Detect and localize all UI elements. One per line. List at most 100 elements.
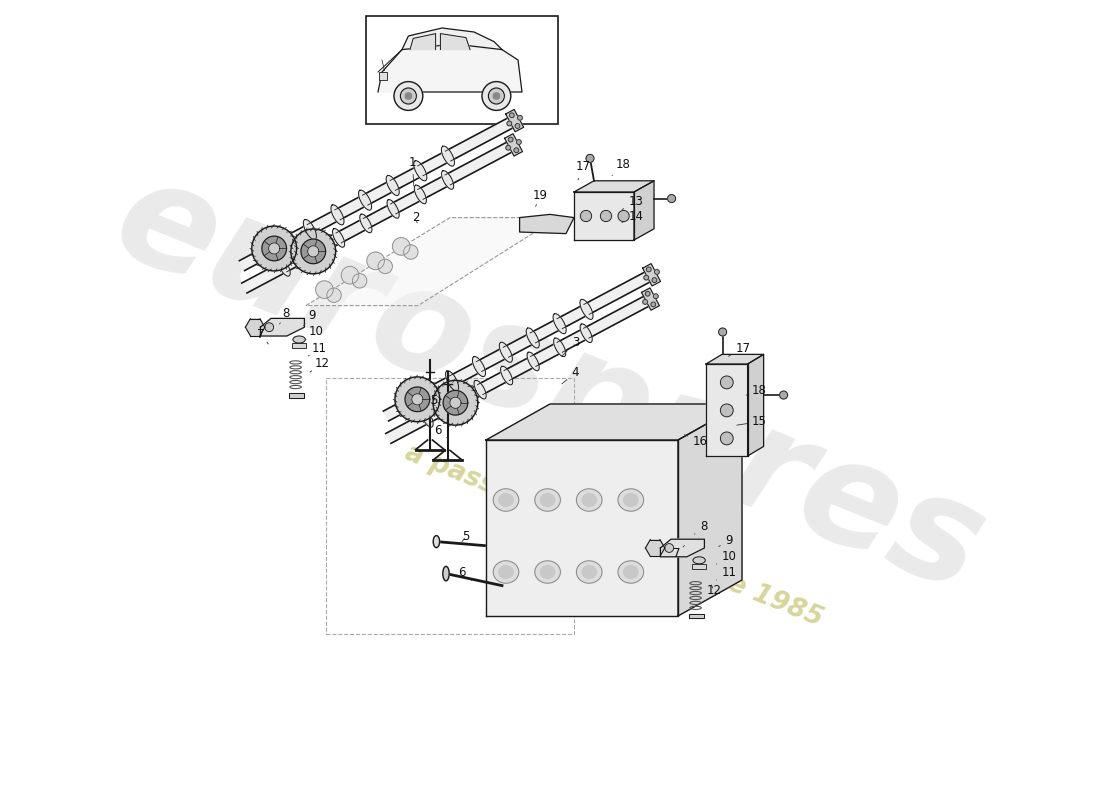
Ellipse shape	[433, 536, 440, 547]
Text: eurospares: eurospares	[96, 146, 1004, 622]
Polygon shape	[301, 239, 326, 264]
Bar	[288, 393, 304, 398]
Polygon shape	[472, 357, 485, 377]
Ellipse shape	[693, 557, 705, 564]
Polygon shape	[446, 371, 459, 391]
Polygon shape	[443, 390, 468, 415]
Circle shape	[514, 148, 519, 153]
Ellipse shape	[535, 561, 560, 583]
Circle shape	[366, 252, 384, 270]
Polygon shape	[276, 234, 289, 254]
Circle shape	[327, 288, 341, 302]
Ellipse shape	[540, 494, 554, 506]
Polygon shape	[706, 354, 763, 364]
Circle shape	[400, 88, 417, 104]
Circle shape	[316, 281, 333, 298]
Ellipse shape	[498, 494, 514, 506]
Text: 10: 10	[716, 550, 737, 564]
Polygon shape	[580, 299, 593, 319]
Text: 12: 12	[706, 584, 722, 597]
Circle shape	[720, 432, 734, 445]
Text: 18: 18	[612, 158, 631, 176]
Text: 8: 8	[694, 520, 707, 534]
Circle shape	[515, 123, 520, 128]
Text: 10: 10	[306, 325, 323, 340]
Circle shape	[644, 275, 649, 280]
Circle shape	[780, 391, 788, 399]
Polygon shape	[433, 380, 477, 425]
Text: 6: 6	[459, 566, 472, 581]
Text: 17: 17	[728, 342, 751, 356]
Polygon shape	[386, 296, 649, 443]
Polygon shape	[306, 218, 558, 306]
Bar	[293, 343, 306, 348]
Ellipse shape	[624, 566, 638, 578]
Text: 15: 15	[737, 415, 767, 428]
Circle shape	[404, 245, 418, 259]
Polygon shape	[245, 319, 265, 335]
Polygon shape	[268, 243, 279, 254]
Polygon shape	[402, 28, 502, 50]
Polygon shape	[706, 364, 748, 456]
Polygon shape	[553, 338, 565, 357]
Polygon shape	[421, 409, 433, 427]
Polygon shape	[331, 205, 344, 225]
Polygon shape	[506, 110, 524, 132]
Polygon shape	[242, 142, 512, 293]
Ellipse shape	[443, 566, 449, 581]
Bar	[692, 564, 706, 569]
Ellipse shape	[618, 489, 644, 511]
Circle shape	[654, 270, 659, 274]
Ellipse shape	[582, 566, 596, 578]
Text: 8: 8	[279, 307, 289, 324]
Polygon shape	[332, 229, 344, 247]
Polygon shape	[415, 185, 427, 204]
Circle shape	[394, 82, 422, 110]
Polygon shape	[308, 246, 319, 257]
Text: 5: 5	[430, 394, 438, 410]
Polygon shape	[306, 243, 318, 262]
Polygon shape	[441, 170, 453, 190]
Circle shape	[508, 137, 513, 142]
Polygon shape	[505, 134, 522, 156]
Polygon shape	[410, 34, 436, 50]
Text: 11: 11	[716, 566, 737, 580]
Polygon shape	[500, 366, 513, 385]
Bar	[378, 72, 387, 80]
Ellipse shape	[576, 489, 602, 511]
Circle shape	[668, 194, 675, 202]
Polygon shape	[359, 190, 372, 210]
Polygon shape	[450, 397, 461, 408]
Polygon shape	[660, 539, 704, 557]
Polygon shape	[642, 264, 661, 286]
Polygon shape	[290, 229, 336, 274]
Polygon shape	[441, 146, 454, 166]
Text: a passion for parts since 1985: a passion for parts since 1985	[402, 440, 827, 632]
Bar	[326, 378, 574, 634]
Text: 9: 9	[304, 309, 316, 326]
Polygon shape	[678, 404, 743, 616]
Polygon shape	[440, 34, 470, 50]
Text: 1: 1	[409, 156, 416, 186]
Polygon shape	[580, 324, 592, 342]
Polygon shape	[262, 236, 286, 261]
Text: 11: 11	[308, 342, 327, 356]
Circle shape	[720, 404, 734, 417]
Polygon shape	[419, 385, 431, 406]
Circle shape	[352, 274, 366, 288]
Text: 4: 4	[562, 366, 580, 384]
Text: 7: 7	[256, 328, 268, 344]
Circle shape	[586, 154, 594, 162]
Circle shape	[718, 328, 727, 336]
Bar	[692, 564, 706, 569]
Circle shape	[651, 302, 656, 307]
Ellipse shape	[293, 336, 306, 343]
Polygon shape	[486, 404, 742, 440]
Polygon shape	[384, 272, 650, 421]
Circle shape	[517, 140, 521, 145]
Text: 14: 14	[621, 210, 643, 222]
Polygon shape	[748, 354, 763, 456]
Circle shape	[378, 259, 393, 274]
Polygon shape	[414, 161, 427, 181]
Text: 17: 17	[576, 160, 591, 180]
